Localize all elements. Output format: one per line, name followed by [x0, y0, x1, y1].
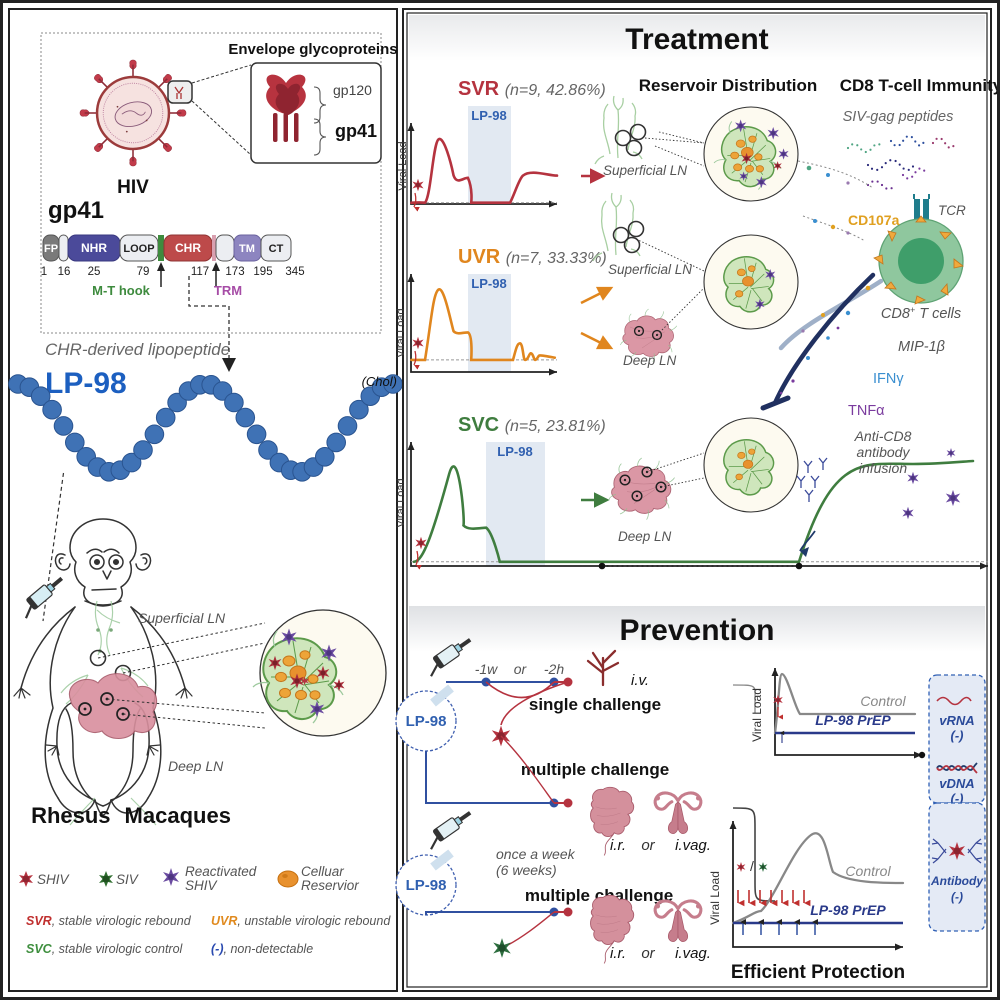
svg-text:(Chol): (Chol) [362, 374, 397, 389]
svg-text:Celluar: Celluar [301, 864, 344, 879]
svg-text:Deep LN: Deep LN [168, 758, 224, 774]
svg-text:LP-98 PrEP: LP-98 PrEP [810, 902, 886, 918]
svg-text:LP-98: LP-98 [406, 713, 447, 730]
svg-text:LP-98: LP-98 [471, 276, 506, 291]
svg-text:HIV: HIV [117, 177, 149, 198]
svg-text:79: 79 [137, 266, 150, 278]
svg-text:16: 16 [58, 266, 71, 278]
svg-text:M-T hook: M-T hook [92, 283, 151, 298]
svg-text:Efficient Protection: Efficient Protection [731, 962, 905, 983]
svg-text:i.v.: i.v. [631, 672, 649, 689]
svg-text:gp41: gp41 [335, 121, 377, 141]
svg-text:single challenge: single challenge [529, 695, 661, 714]
svg-text:(6 weeks): (6 weeks) [496, 862, 557, 878]
svg-text:IFNγ: IFNγ [873, 371, 904, 387]
svg-text:Superficial LN: Superficial LN [138, 610, 226, 626]
svg-text:Superficial LN: Superficial LN [603, 163, 687, 178]
svg-text:TNFα: TNFα [848, 403, 885, 419]
svg-text:(-): (-) [951, 890, 963, 904]
svg-text:LP-98: LP-98 [406, 877, 447, 894]
svg-text:Superficial LN: Superficial LN [608, 262, 692, 277]
svg-text:Reservoir Distribution: Reservoir Distribution [639, 76, 818, 95]
svg-text:195: 195 [253, 266, 272, 278]
svg-text:Control: Control [860, 693, 906, 709]
svg-text:antibody: antibody [857, 444, 911, 460]
svg-text:or: or [641, 945, 655, 962]
svg-text:vRNA: vRNA [939, 713, 974, 728]
svg-text:infusion: infusion [859, 460, 907, 476]
svg-text:i.vag.: i.vag. [675, 837, 711, 854]
svg-text:CD107a: CD107a [848, 212, 900, 228]
svg-text:TM: TM [239, 243, 255, 255]
svg-text:Control: Control [845, 863, 891, 879]
svg-text:SIV: SIV [116, 872, 140, 887]
svg-text:UVR, unstable virologic reboun: UVR, unstable virologic rebound [211, 914, 391, 928]
svg-text:SVR, stable virologic rebound: SVR, stable virologic rebound [26, 914, 192, 928]
svg-text:gp120: gp120 [333, 82, 372, 98]
svg-text:LP-98: LP-98 [45, 367, 127, 400]
svg-text:MIP-1β: MIP-1β [898, 339, 945, 355]
svg-text:Viral Load: Viral Load [395, 308, 407, 357]
svg-text:Reservior: Reservior [301, 878, 359, 893]
svg-text:1: 1 [41, 266, 47, 278]
svg-text:CD8 T-cell Immunity: CD8 T-cell Immunity [840, 76, 997, 95]
svg-text:vDNA: vDNA [939, 776, 974, 791]
svg-text:CHR-derived lipopeptide: CHR-derived lipopeptide [45, 340, 230, 359]
svg-text:Deep LN: Deep LN [623, 353, 677, 368]
svg-text:(-): (-) [951, 728, 964, 743]
svg-text:Envelope glycoproteins: Envelope glycoproteins [228, 41, 397, 58]
svg-text:or: or [641, 837, 655, 854]
svg-text:LP-98: LP-98 [471, 108, 506, 123]
svg-text:SVR (n=9, 42.86%): SVR (n=9, 42.86%) [458, 78, 606, 100]
svg-text:LOOP: LOOP [123, 243, 154, 255]
svg-text:Antibody: Antibody [930, 874, 984, 888]
svg-text:Treatment: Treatment [625, 23, 768, 56]
svg-text:25: 25 [88, 266, 101, 278]
svg-text:Anti-CD8: Anti-CD8 [854, 428, 912, 444]
svg-text:SVC (n=5, 23.81%): SVC (n=5, 23.81%) [458, 414, 606, 436]
svg-text:NHR: NHR [81, 241, 107, 255]
svg-text:(-), non-detectable: (-), non-detectable [211, 942, 313, 956]
svg-text:CD8+ T cells: CD8+ T cells [881, 305, 961, 322]
svg-text:or: or [514, 661, 528, 677]
svg-text:Viral Load: Viral Load [750, 688, 764, 742]
svg-text:SHIV: SHIV [185, 878, 219, 893]
svg-text:gp41: gp41 [48, 197, 104, 224]
svg-text:LP-98 PrEP: LP-98 PrEP [815, 712, 891, 728]
svg-text:Viral Load: Viral Load [708, 871, 722, 925]
svg-text:FP: FP [44, 243, 58, 255]
svg-text:SIV-gag peptides: SIV-gag peptides [843, 109, 954, 125]
svg-text:Viral Load: Viral Load [395, 478, 407, 527]
svg-text:Viral Load: Viral Load [397, 141, 409, 190]
svg-text:Prevention: Prevention [619, 614, 774, 647]
svg-text:117: 117 [191, 266, 209, 278]
svg-text:CT: CT [269, 243, 284, 255]
svg-text:UVR (n=7, 33.33%): UVR (n=7, 33.33%) [458, 246, 607, 268]
svg-text:i.r.: i.r. [610, 837, 626, 854]
svg-text:/: / [750, 858, 754, 874]
svg-text:multiple challenge: multiple challenge [521, 760, 669, 779]
svg-text:once a week: once a week [496, 846, 576, 862]
svg-text:345: 345 [285, 266, 304, 278]
svg-text:Deep LN: Deep LN [618, 529, 672, 544]
svg-text:TCR: TCR [938, 203, 966, 218]
svg-text:-1w: -1w [475, 661, 498, 677]
svg-text:TRM: TRM [214, 283, 242, 298]
svg-text:i.r.: i.r. [610, 945, 626, 962]
svg-text:LP-98: LP-98 [497, 444, 532, 459]
svg-text:i.vag.: i.vag. [675, 945, 711, 962]
svg-text:Reactivated: Reactivated [185, 864, 257, 879]
svg-text:173: 173 [225, 266, 244, 278]
svg-text:SHIV: SHIV [37, 872, 71, 887]
svg-text:-2h: -2h [544, 661, 564, 677]
svg-text:SVC, stable virologic control: SVC, stable virologic control [26, 942, 184, 956]
svg-text:CHR: CHR [175, 241, 201, 255]
